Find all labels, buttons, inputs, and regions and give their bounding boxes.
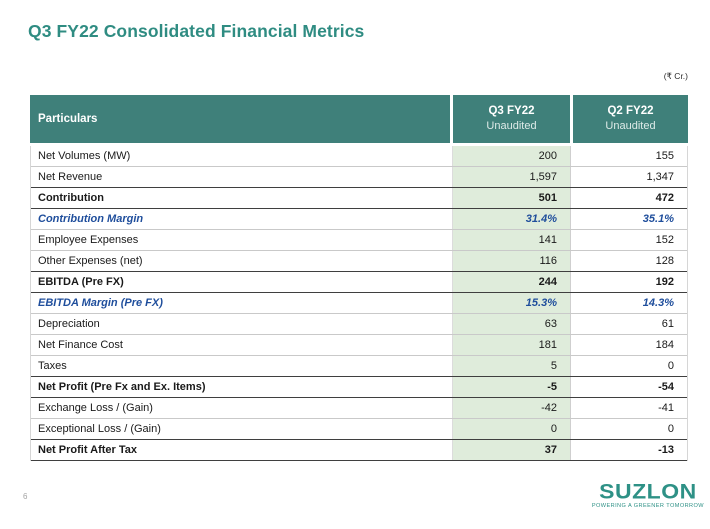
table-row: Net Revenue 1,597 1,347: [31, 166, 687, 187]
column-header-label: Particulars: [38, 113, 98, 125]
table-body: Net Volumes (MW) 200 155 Net Revenue 1,597 1,…: [30, 146, 688, 461]
table-row: Employee Expenses 141 152: [31, 229, 687, 250]
table-row: EBITDA Margin (Pre FX) 15.3% 14.3%: [31, 292, 687, 313]
q2-value-cell: 128: [655, 255, 674, 267]
q2-value-cell: 472: [655, 192, 674, 204]
particulars-cell: Depreciation: [31, 314, 453, 334]
table-row: Net Profit (Pre Fx and Ex. Items) -5 -54: [31, 376, 687, 397]
q2-value-cell: 152: [655, 234, 674, 246]
q3-value-cell: 501: [453, 188, 571, 208]
page-title: Q3 FY22 Consolidated Financial Metrics: [28, 21, 365, 41]
page-number: 6: [23, 492, 28, 501]
q3-value-cell: -42: [453, 398, 571, 418]
table-header: Particulars Q3 FY22 Unaudited Q2 FY22 Un…: [30, 95, 688, 143]
q2-value-cell: 1,347: [646, 171, 674, 183]
column-header-label: Q2 FY22: [607, 105, 654, 117]
particulars-cell: Net Profit (Pre Fx and Ex. Items): [31, 377, 453, 397]
table-row: Exchange Loss / (Gain) -42 -41: [31, 397, 687, 418]
particulars-cell: Net Revenue: [31, 167, 453, 187]
q2-value-cell: -13: [658, 444, 674, 456]
suzlon-logo: SUZLON POWERING A GREENER TOMORROW: [592, 481, 704, 509]
particulars-cell: Employee Expenses: [31, 230, 453, 250]
financial-metrics-table: Particulars Q3 FY22 Unaudited Q2 FY22 Un…: [30, 95, 688, 461]
q3-value-cell: 63: [453, 314, 571, 334]
table-row: Taxes 5 0: [31, 355, 687, 376]
particulars-cell: Net Volumes (MW): [31, 146, 453, 166]
table-row: Depreciation 63 61: [31, 313, 687, 334]
table-row: Net Finance Cost 181 184: [31, 334, 687, 355]
column-header-sublabel: Unaudited: [605, 120, 656, 132]
column-header-sublabel: Unaudited: [486, 120, 537, 132]
q3-value-cell: 0: [453, 419, 571, 439]
table-row: EBITDA (Pre FX) 244 192: [31, 271, 687, 292]
particulars-cell: EBITDA Margin (Pre FX): [31, 293, 453, 313]
particulars-cell: Exceptional Loss / (Gain): [31, 419, 453, 439]
suzlon-wordmark: SUZLON: [599, 479, 697, 504]
column-header-q3fy22: Q3 FY22 Unaudited: [453, 95, 570, 143]
table-row: Exceptional Loss / (Gain) 0 0: [31, 418, 687, 439]
q3-value-cell: 244: [453, 272, 571, 292]
particulars-cell: Contribution Margin: [31, 209, 453, 229]
q3-value-cell: 116: [453, 251, 571, 271]
currency-unit-label: (₹ Cr.): [663, 71, 688, 81]
particulars-cell: EBITDA (Pre FX): [31, 272, 453, 292]
table-row: Other Expenses (net) 116 128: [31, 250, 687, 271]
table-row: Net Volumes (MW) 200 155: [31, 146, 687, 166]
q3-value-cell: 15.3%: [453, 293, 571, 313]
q3-value-cell: -5: [453, 377, 571, 397]
q2-value-cell: 61: [661, 318, 674, 330]
q3-value-cell: 200: [453, 146, 571, 166]
particulars-cell: Contribution: [31, 188, 453, 208]
q2-value-cell: 14.3%: [642, 297, 674, 309]
particulars-cell: Net Profit After Tax: [31, 440, 453, 460]
q3-value-cell: 141: [453, 230, 571, 250]
particulars-cell: Net Finance Cost: [31, 335, 453, 355]
q2-value-cell: 192: [655, 276, 674, 288]
q3-value-cell: 5: [453, 356, 571, 376]
q2-value-cell: -41: [658, 402, 674, 414]
column-header-q2fy22: Q2 FY22 Unaudited: [573, 95, 688, 143]
particulars-cell: Other Expenses (net): [31, 251, 453, 271]
table-row: Net Profit After Tax 37 -13: [31, 439, 687, 461]
q2-value-cell: 184: [655, 339, 674, 351]
column-header-particulars: Particulars: [30, 95, 450, 143]
suzlon-tagline: POWERING A GREENER TOMORROW: [591, 503, 704, 509]
q2-value-cell: 0: [667, 423, 674, 435]
particulars-cell: Exchange Loss / (Gain): [31, 398, 453, 418]
q2-value-cell: -54: [658, 381, 674, 393]
q3-value-cell: 1,597: [453, 167, 571, 187]
column-header-label: Q3 FY22: [488, 105, 535, 117]
q2-value-cell: 0: [667, 360, 674, 372]
table-row: Contribution Margin 31.4% 35.1%: [31, 208, 687, 229]
q3-value-cell: 181: [453, 335, 571, 355]
q2-value-cell: 35.1%: [642, 213, 674, 225]
q2-value-cell: 155: [655, 150, 674, 162]
q3-value-cell: 31.4%: [453, 209, 571, 229]
q3-value-cell: 37: [453, 440, 571, 460]
particulars-cell: Taxes: [31, 356, 453, 376]
table-row: Contribution 501 472: [31, 187, 687, 208]
